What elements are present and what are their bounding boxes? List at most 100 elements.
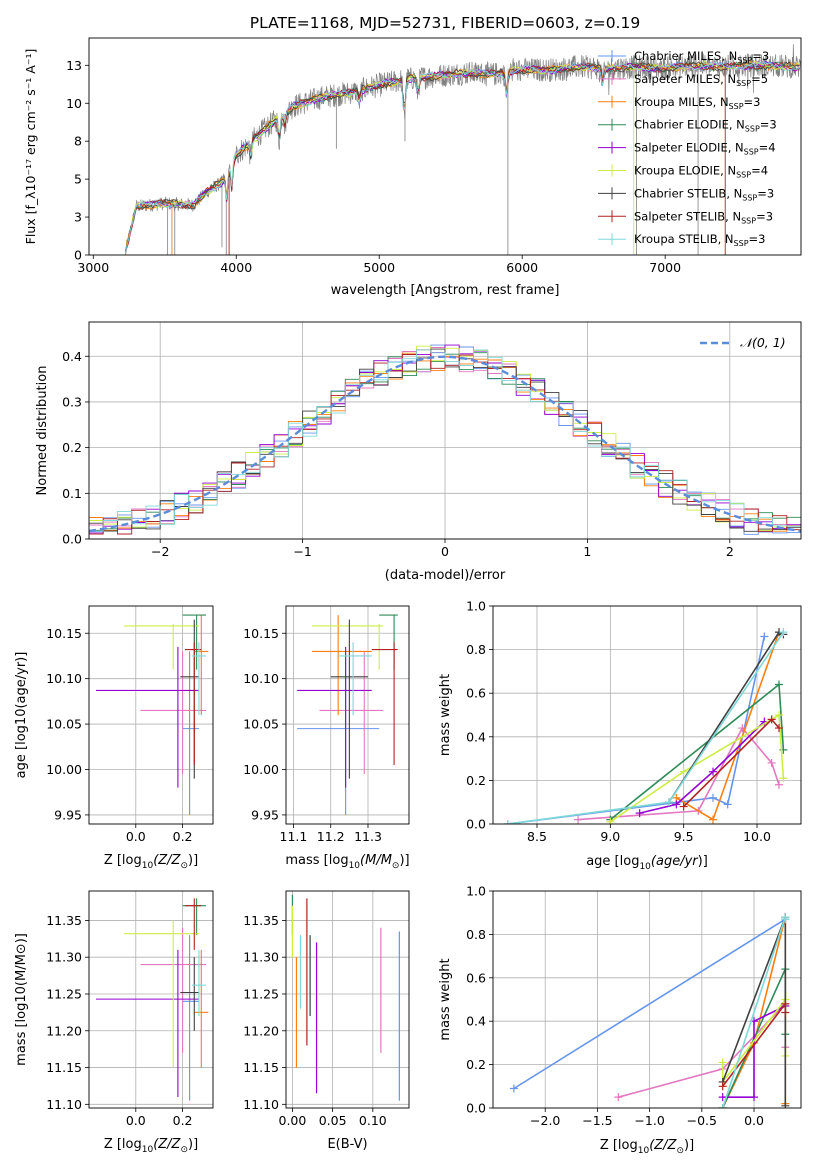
weight-marker: [750, 1093, 759, 1102]
y-tick-label: 10.05: [46, 717, 82, 732]
label-part: Z [log: [600, 1138, 638, 1153]
legend-name: Kroupa MILES, N: [634, 95, 729, 109]
label-part: ⊙: [180, 1145, 188, 1155]
x-tick-label: 0.10: [359, 1113, 387, 1128]
x-tick-label: 8.5: [527, 829, 547, 844]
histogram-step: [89, 349, 801, 532]
plot-area: [96, 898, 209, 1101]
panel-weight-vs-z: −2.0 −1.5 −1.0 −0.5 0.0 0.0 0.2 0.4 0.6 0.8 1.0 Z […: [438, 884, 802, 1156]
normal-curve: [89, 355, 801, 533]
x-tick-label: −1: [293, 544, 311, 559]
legend-count: =5: [751, 72, 768, 86]
weight-marker: [718, 1093, 727, 1102]
legend-label: Kroupa ELODIE, NSSP=4: [634, 164, 768, 180]
legend-label: Kroupa STELIB, NSSP=3: [634, 232, 765, 248]
label-part: (Z/Z: [153, 1137, 181, 1152]
y-axis-label: mass weight: [438, 674, 453, 756]
spectrum-model-line: [125, 60, 801, 254]
x-tick-label: 0.00: [279, 1113, 307, 1128]
plot-area: [89, 344, 801, 535]
legend-label: Chabrier STELIB, NSSP=3: [634, 186, 774, 202]
y-tick-label: 11.30: [243, 950, 279, 965]
panel-mass-vs-z: 0.0 0.2 11.10 11.15 11.20 11.25 11.30 11.35 Z [l…: [14, 890, 214, 1155]
y-tick-label: 11.20: [243, 1023, 279, 1038]
x-tick-label: 6000: [506, 260, 538, 275]
weight-marker: [509, 1084, 518, 1093]
legend-count: =3: [752, 49, 769, 63]
y-tick-label: 0.4: [62, 349, 82, 364]
weight-marker: [775, 724, 783, 733]
label-part: mass [log: [285, 853, 348, 868]
x-tick-label: 3000: [77, 260, 109, 275]
x-tick-label: 0.0: [744, 1113, 764, 1128]
legend-sub: SSP: [729, 102, 744, 111]
x-axis-label: mass [log10(M/M⊙)]: [285, 853, 409, 871]
weight-marker: [606, 817, 615, 824]
y-tick-label: 10: [66, 96, 82, 111]
plot-area: [503, 628, 788, 824]
weight-marker: [709, 815, 717, 824]
legend-sub: SSP: [736, 79, 751, 88]
y-tick-label: 0.6: [466, 970, 486, 985]
x-tick-label: −1.0: [634, 1113, 664, 1128]
legend-label: Salpeter STELIB, NSSP=3: [634, 209, 773, 225]
weight-line: [722, 1005, 786, 1098]
legend-sub: SSP: [742, 193, 757, 202]
weight-marker: [718, 1104, 727, 1108]
legend-count: =3: [757, 186, 774, 200]
y-tick-label: 8: [74, 134, 82, 149]
y-tick-label: 0.8: [466, 642, 486, 657]
weight-marker: [779, 628, 788, 637]
legend-sub: SSP: [736, 171, 751, 180]
legend-name: Salpeter ELODIE, N: [634, 141, 744, 155]
legend-sub: SSP: [737, 56, 752, 65]
x-axis-label: Z [log10(Z/Z⊙)]: [104, 853, 198, 871]
label-part: age [log: [586, 854, 639, 869]
label-part: ⊙: [180, 861, 188, 871]
plot-area: [509, 913, 790, 1108]
weight-marker: [709, 793, 717, 802]
y-tick-label: 1.0: [466, 884, 486, 899]
label-part: 10: [142, 861, 154, 871]
x-tick-label: 0.0: [126, 1113, 146, 1128]
y-tick-label: 9.95: [54, 807, 82, 822]
x-tick-label: 11.2: [317, 829, 345, 844]
label-part: ⊙: [392, 861, 400, 871]
x-tick-label: 0: [441, 544, 449, 559]
axes-frame: [492, 605, 802, 825]
weight-marker: [665, 798, 673, 807]
legend-sub: SSP: [744, 148, 759, 157]
y-tick-label: 11.10: [243, 1097, 279, 1112]
legend-sub: SSP: [734, 239, 749, 248]
legend-sub: SSP: [741, 216, 756, 225]
label-part: 10: [349, 861, 361, 871]
y-tick-label: 13: [66, 58, 82, 73]
y-tick-label: 0.4: [466, 1014, 486, 1029]
x-tick-label: 0.0: [126, 829, 146, 844]
label-part: Z [log: [104, 1137, 142, 1152]
weight-marker: [781, 1101, 790, 1108]
y-tick-label: 11.35: [46, 913, 82, 928]
legend-label: Salpeter ELODIE, NSSP=4: [634, 141, 776, 157]
weight-marker: [723, 800, 732, 809]
axes-frame: [492, 890, 802, 1109]
y-tick-label: 0.2: [466, 773, 486, 788]
label-part: wavelength [Angstrom, rest frame]: [331, 283, 560, 298]
x-tick-label: 4000: [220, 260, 252, 275]
y-tick-label: 11.15: [46, 1060, 82, 1075]
label-part: ⊙: [676, 1146, 684, 1156]
x-tick-label: −0.5: [687, 1113, 717, 1128]
y-tick-label: 0: [74, 248, 82, 263]
legend-count: =4: [759, 141, 776, 155]
y-tick-label: 11.15: [243, 1060, 279, 1075]
x-tick-label: 10.0: [743, 829, 771, 844]
y-axis-label: mass weight: [438, 958, 453, 1040]
weight-marker: [635, 809, 644, 818]
y-tick-label: 9.95: [251, 807, 279, 822]
legend-sub: SSP: [745, 125, 760, 134]
plot-area: [291, 894, 400, 1101]
x-tick-label: 2: [726, 544, 734, 559]
legend-label: Kroupa MILES, NSSP=3: [634, 95, 760, 111]
legend-count: =4: [751, 164, 768, 178]
weight-marker: [574, 815, 583, 824]
